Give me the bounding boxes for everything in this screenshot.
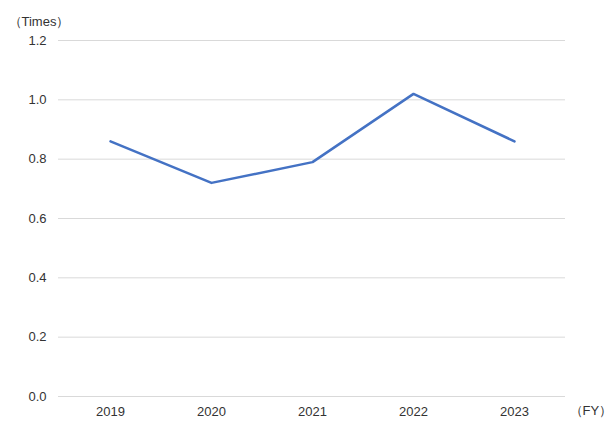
svg-text:（Times）: （Times） (9, 14, 70, 29)
svg-text:1.0: 1.0 (28, 92, 46, 107)
svg-text:0.4: 0.4 (28, 270, 46, 285)
svg-text:2019: 2019 (96, 404, 125, 419)
svg-text:2020: 2020 (197, 404, 226, 419)
svg-text:0.8: 0.8 (28, 151, 46, 166)
svg-text:1.2: 1.2 (28, 33, 46, 48)
svg-text:0.0: 0.0 (28, 389, 46, 404)
svg-text:（FY）: （FY） (570, 403, 613, 418)
svg-text:2021: 2021 (298, 404, 327, 419)
svg-text:0.2: 0.2 (28, 329, 46, 344)
svg-text:2022: 2022 (399, 404, 428, 419)
svg-text:2023: 2023 (500, 404, 529, 419)
svg-text:0.6: 0.6 (28, 211, 46, 226)
